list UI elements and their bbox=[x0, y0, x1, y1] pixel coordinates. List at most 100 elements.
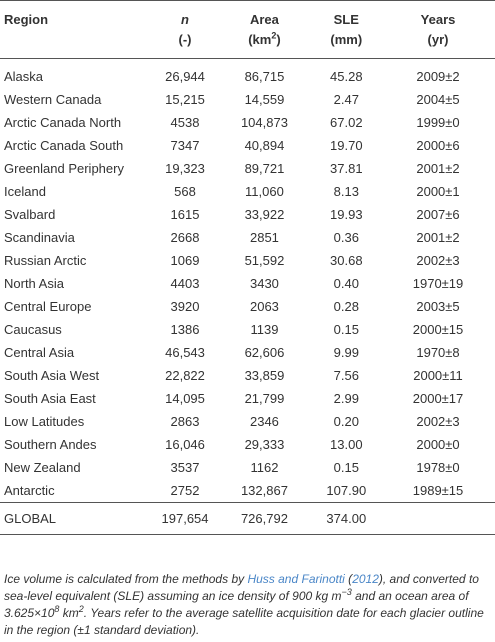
cell-n: 19,323 bbox=[165, 161, 205, 176]
cell-region: Low Latitudes bbox=[4, 414, 85, 429]
cell-n: 4538 bbox=[170, 115, 200, 130]
cell-years: 2004±5 bbox=[416, 92, 460, 107]
cell-area: 62,606 bbox=[244, 345, 285, 360]
cell-years: 2000±11 bbox=[413, 368, 463, 383]
cell-region: Russian Arctic bbox=[4, 253, 87, 268]
cell-area: 86,715 bbox=[217, 58, 312, 88]
cell-n: 2863 bbox=[170, 414, 200, 429]
cell-region: Antarctic bbox=[4, 483, 55, 498]
table-row: Caucasus 1386 1139 0.15 2000±15 bbox=[0, 318, 495, 341]
cell-n: 7347 bbox=[170, 138, 200, 153]
table-row: Arctic Canada South 7347 40,894 19.70 2000±6 bbox=[0, 134, 495, 157]
cell-area: 33,922 bbox=[244, 207, 285, 222]
cell-region: Central Asia bbox=[4, 345, 75, 360]
global-years bbox=[381, 502, 495, 535]
header-years-unit: (yr) bbox=[427, 32, 449, 47]
header-row: Region n Area SLE Years bbox=[0, 0, 495, 30]
cell-sle: 37.81 bbox=[330, 161, 363, 176]
cell-region: Alaska bbox=[0, 58, 153, 88]
cell-n: 14,095 bbox=[165, 391, 205, 406]
cell-region: Western Canada bbox=[4, 92, 102, 107]
cell-area: 104,873 bbox=[240, 115, 288, 130]
cell-area: 51,592 bbox=[244, 253, 285, 268]
table-row: North Asia 4403 3430 0.40 1970±19 bbox=[0, 272, 495, 295]
table-row: Greenland Periphery 19,323 89,721 37.81 2001… bbox=[0, 157, 495, 180]
cell-sle: 2.47 bbox=[333, 92, 359, 107]
cell-sle: 7.56 bbox=[333, 368, 359, 383]
reference-year-link[interactable]: 2012 bbox=[352, 572, 379, 586]
cell-n: 2668 bbox=[170, 230, 200, 245]
table-row: Iceland 568 11,060 8.13 2000±1 bbox=[0, 180, 495, 203]
cell-sle: 107.90 bbox=[326, 483, 367, 498]
cell-sle: 0.28 bbox=[333, 299, 359, 314]
global-sle: 374.00 bbox=[311, 502, 382, 535]
cell-region: South Asia West bbox=[4, 368, 100, 383]
cell-n: 4403 bbox=[170, 276, 200, 291]
cell-years: 2009±2 bbox=[381, 58, 495, 88]
table-row: Scandinavia 2668 2851 0.36 2001±2 bbox=[0, 226, 495, 249]
cell-years: 1978±0 bbox=[416, 460, 460, 475]
cell-sle: 30.68 bbox=[330, 253, 363, 268]
cell-sle: 0.15 bbox=[333, 460, 359, 475]
cell-area: 2851 bbox=[249, 230, 279, 245]
cell-years: 2000±0 bbox=[416, 437, 460, 452]
cell-sle: 8.13 bbox=[333, 184, 359, 199]
cell-sle: 45.28 bbox=[311, 58, 382, 88]
table-row: Arctic Canada North 4538 104,873 67.02 1999±… bbox=[0, 111, 495, 134]
table-row: South Asia East 14,095 21,799 2.99 2000±17 bbox=[0, 387, 495, 410]
cell-n: 3537 bbox=[170, 460, 200, 475]
cell-n: 1069 bbox=[170, 253, 200, 268]
cell-n: 22,822 bbox=[165, 368, 205, 383]
cell-area: 89,721 bbox=[244, 161, 285, 176]
cell-n: 26,944 bbox=[152, 58, 218, 88]
global-region: GLOBAL bbox=[0, 502, 153, 535]
header-area-unit: (km2) bbox=[248, 30, 281, 47]
cell-sle: 0.40 bbox=[333, 276, 359, 291]
cell-years: 1970±8 bbox=[416, 345, 460, 360]
cell-region: Svalbard bbox=[4, 207, 56, 222]
cell-years: 2000±17 bbox=[412, 391, 464, 406]
cell-years: 2000±6 bbox=[416, 138, 460, 153]
cell-area: 11,060 bbox=[245, 184, 284, 199]
cell-years: 2002±3 bbox=[416, 414, 460, 429]
cell-area: 21,799 bbox=[244, 391, 285, 406]
cell-region: Arctic Canada North bbox=[4, 115, 122, 130]
table-body: Alaska 26,944 86,715 45.28 2009±2 Western Can… bbox=[0, 58, 495, 535]
cell-region: Caucasus bbox=[4, 322, 62, 337]
cell-sle: 19.93 bbox=[330, 207, 363, 222]
header-area: Area bbox=[217, 0, 312, 30]
cell-region: Central Europe bbox=[4, 299, 92, 314]
header-sle-unit: (mm) bbox=[330, 32, 363, 47]
cell-n: 15,215 bbox=[165, 92, 205, 107]
table-row: South Asia West 22,822 33,859 7.56 2000±11 bbox=[0, 364, 495, 387]
cell-years: 2002±3 bbox=[416, 253, 460, 268]
global-area: 726,792 bbox=[217, 502, 312, 535]
table-row: Russian Arctic 1069 51,592 30.68 2002±3 bbox=[0, 249, 495, 272]
cell-sle: 13.00 bbox=[330, 437, 363, 452]
cell-years: 2000±1 bbox=[416, 184, 460, 199]
cell-area: 29,333 bbox=[244, 437, 285, 452]
cell-area: 2346 bbox=[249, 414, 279, 429]
header-region: Region bbox=[0, 0, 153, 30]
cell-area: 3430 bbox=[249, 276, 279, 291]
cell-n: 16,046 bbox=[165, 437, 205, 452]
cell-years: 1970±19 bbox=[412, 276, 464, 291]
cell-area: 2063 bbox=[249, 299, 279, 314]
reference-link[interactable]: Huss and Farinotti bbox=[247, 572, 345, 586]
header-sle: SLE bbox=[311, 0, 382, 30]
cell-n: 568 bbox=[174, 184, 196, 199]
cell-sle: 0.15 bbox=[333, 322, 359, 337]
cell-n: 1615 bbox=[170, 207, 200, 222]
table-row: Svalbard 1615 33,922 19.93 2007±6 bbox=[0, 203, 495, 226]
cell-region: Iceland bbox=[4, 184, 46, 199]
table-row: New Zealand 3537 1162 0.15 1978±0 bbox=[0, 456, 495, 479]
cell-region: Scandinavia bbox=[4, 230, 75, 245]
table-row: Southern Andes 16,046 29,333 13.00 2000±0 bbox=[0, 433, 495, 456]
table-row: Central Europe 3920 2063 0.28 2003±5 bbox=[0, 295, 495, 318]
cell-area: 1139 bbox=[250, 322, 279, 337]
header-n: n bbox=[152, 0, 218, 30]
cell-years: 2001±2 bbox=[416, 230, 460, 245]
cell-region: North Asia bbox=[4, 276, 64, 291]
cell-sle: 0.36 bbox=[333, 230, 359, 245]
cell-years: 2003±5 bbox=[416, 299, 460, 314]
